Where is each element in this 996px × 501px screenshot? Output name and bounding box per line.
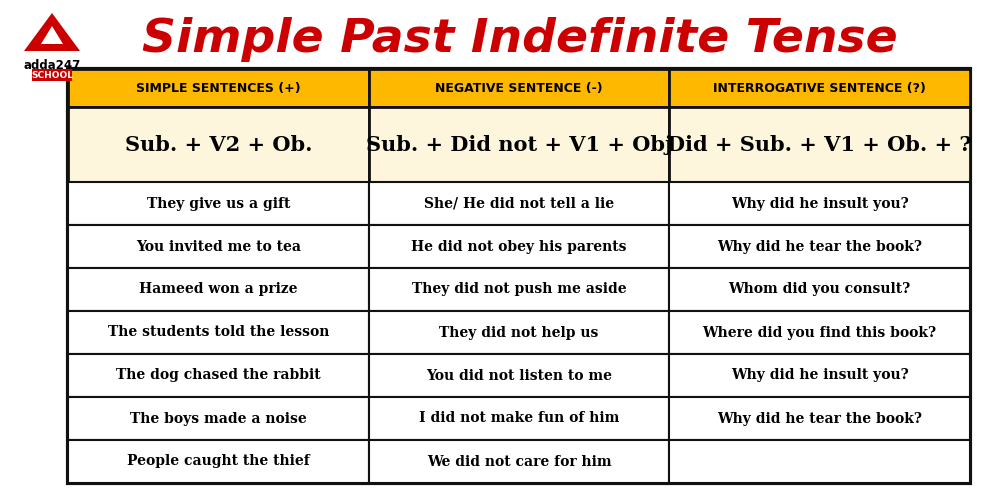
Bar [68,311,369,354]
Text: SIMPLE SENTENCES (+): SIMPLE SENTENCES (+) [136,82,301,95]
Bar [369,268,669,311]
Text: Did + Sub. + V1 + Ob. + ?: Did + Sub. + V1 + Ob. + ? [667,134,972,154]
Text: They give us a gift: They give us a gift [146,196,290,210]
Text: adda247: adda247 [23,59,81,72]
Bar [669,69,970,107]
Bar [68,69,369,107]
Bar [669,182,970,225]
Bar [369,182,669,225]
Bar [369,311,669,354]
Text: People caught the thief: People caught the thief [126,454,310,468]
Text: You invited me to tea: You invited me to tea [135,239,301,254]
Bar [369,107,669,182]
Bar [68,268,369,311]
Bar [369,354,669,397]
Text: I did not make fun of him: I did not make fun of him [418,411,620,425]
Bar [669,225,970,268]
Text: The dog chased the rabbit: The dog chased the rabbit [116,369,321,382]
Bar [369,225,669,268]
Bar [68,397,369,440]
Bar [369,397,669,440]
Text: Hameed won a prize: Hameed won a prize [139,283,298,297]
Text: We did not care for him: We did not care for him [426,454,612,468]
Text: They did not help us: They did not help us [439,326,599,340]
Polygon shape [41,26,63,44]
Bar [68,107,369,182]
Bar [669,397,970,440]
Text: Whom did you consult?: Whom did you consult? [728,283,910,297]
Text: INTERROGATIVE SENTENCE (?): INTERROGATIVE SENTENCE (?) [713,82,926,95]
Text: Why did he tear the book?: Why did he tear the book? [717,239,922,254]
Text: Sub. + V2 + Ob.: Sub. + V2 + Ob. [124,134,312,154]
Text: The boys made a noise: The boys made a noise [129,411,307,425]
Text: Why did he tear the book?: Why did he tear the book? [717,411,922,425]
Text: Why did he insult you?: Why did he insult you? [731,196,908,210]
Text: Where did you find this book?: Where did you find this book? [702,326,936,340]
Text: NEGATIVE SENTENCE (-): NEGATIVE SENTENCE (-) [435,82,603,95]
Text: You did not listen to me: You did not listen to me [426,369,612,382]
Text: Simple Past Indefinite Tense: Simple Past Indefinite Tense [142,17,897,62]
Text: Sub. + Did not + V1 + Obj: Sub. + Did not + V1 + Obj [366,134,672,154]
Bar [369,440,669,483]
FancyBboxPatch shape [32,69,72,81]
Bar [68,225,369,268]
Bar [669,107,970,182]
Bar [669,354,970,397]
Text: Why did he insult you?: Why did he insult you? [731,369,908,382]
Bar [669,268,970,311]
Bar [369,69,669,107]
Text: The students told the lesson: The students told the lesson [108,326,329,340]
Bar [669,440,970,483]
Text: He did not obey his parents: He did not obey his parents [411,239,626,254]
Bar [68,354,369,397]
Bar [68,440,369,483]
Bar [68,182,369,225]
Text: They did not push me aside: They did not push me aside [411,283,626,297]
Polygon shape [24,13,80,51]
Bar [68,69,970,483]
Bar [669,311,970,354]
Text: SCHOOL: SCHOOL [31,71,73,80]
Text: She/ He did not tell a lie: She/ He did not tell a lie [424,196,615,210]
